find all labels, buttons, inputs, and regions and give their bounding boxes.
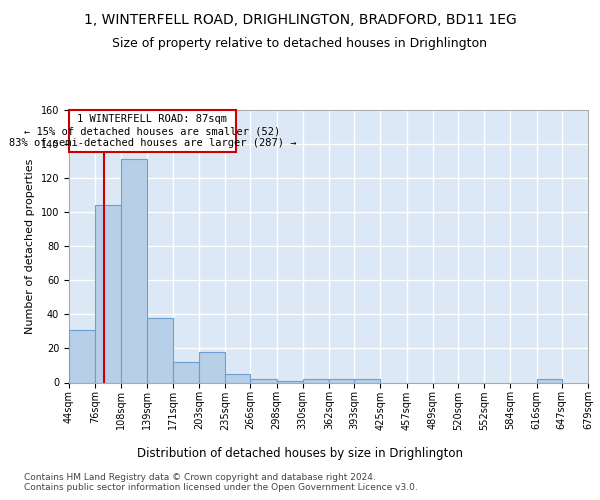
Bar [354,379,380,382]
Bar [121,160,146,382]
Bar [277,381,303,382]
Bar [173,362,199,382]
Text: 1 WINTERFELL ROAD: 87sqm: 1 WINTERFELL ROAD: 87sqm [77,114,227,124]
Text: Distribution of detached houses by size in Drighlington: Distribution of detached houses by size … [137,448,463,460]
Bar [329,379,354,382]
Bar [250,379,277,382]
Text: ← 15% of detached houses are smaller (52): ← 15% of detached houses are smaller (52… [24,126,280,136]
Bar [303,379,329,382]
Text: Size of property relative to detached houses in Drighlington: Size of property relative to detached ho… [113,38,487,51]
Bar [95,206,121,382]
Bar [146,318,173,382]
Bar [199,352,225,382]
Y-axis label: Number of detached properties: Number of detached properties [25,158,35,334]
Bar [536,379,562,382]
Text: Contains HM Land Registry data © Crown copyright and database right 2024.
Contai: Contains HM Land Registry data © Crown c… [24,472,418,492]
Bar [69,330,95,382]
FancyBboxPatch shape [69,110,236,152]
Text: 1, WINTERFELL ROAD, DRIGHLINGTON, BRADFORD, BD11 1EG: 1, WINTERFELL ROAD, DRIGHLINGTON, BRADFO… [83,12,517,26]
Bar [225,374,250,382]
Text: 83% of semi-detached houses are larger (287) →: 83% of semi-detached houses are larger (… [8,138,296,148]
